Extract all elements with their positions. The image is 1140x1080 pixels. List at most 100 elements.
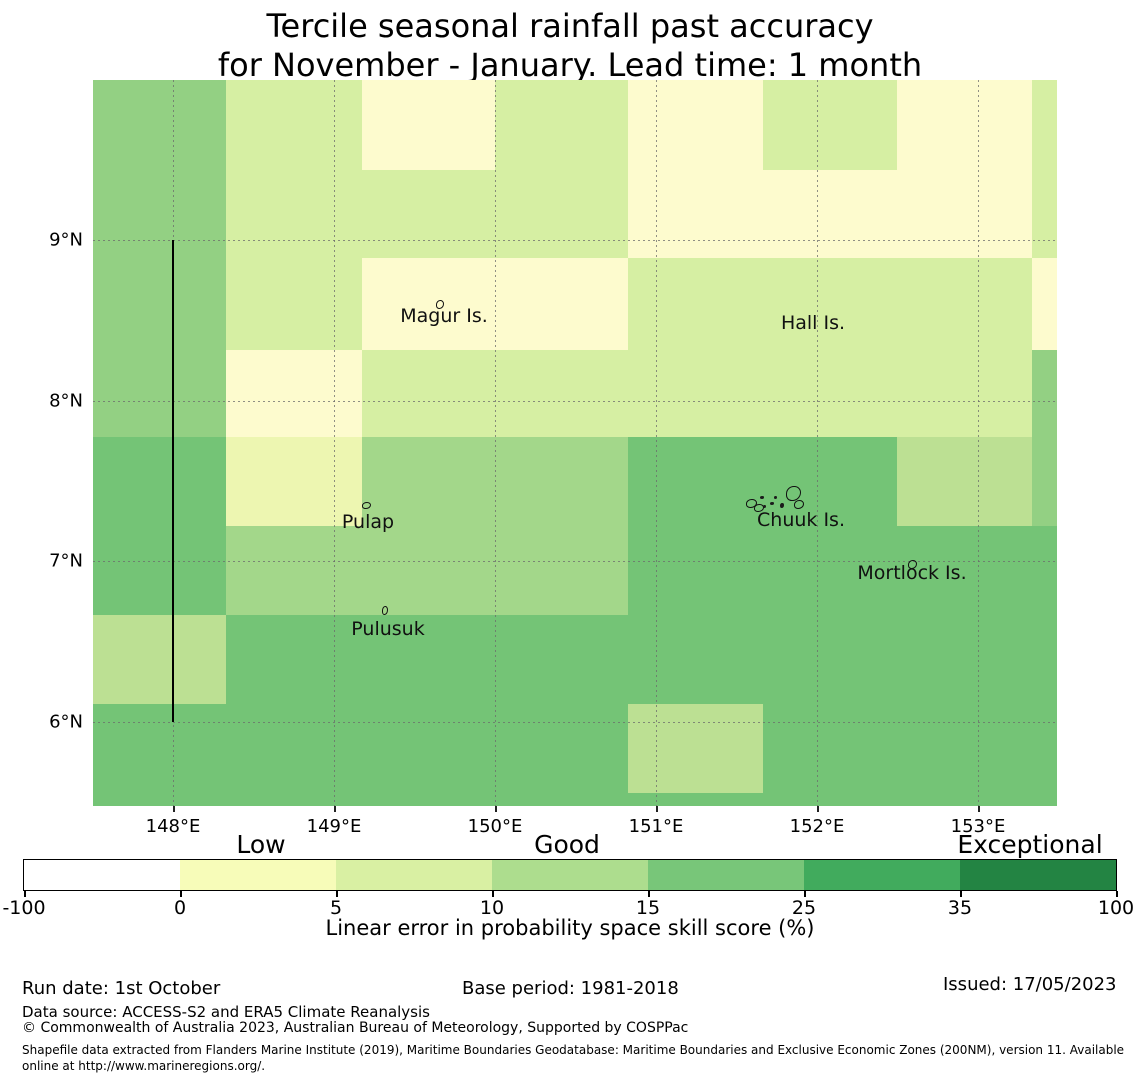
- issued-date-text: Issued: 17/05/2023: [943, 974, 1117, 995]
- grid-cell: [763, 437, 897, 526]
- grid-cell: [897, 350, 1032, 437]
- grid-cell: [226, 704, 362, 793]
- run-date-text: Run date: 1st October: [22, 978, 221, 999]
- shapefile-attribution-line1: Shapefile data extracted from Flanders M…: [22, 1043, 1125, 1057]
- colorbar-segment: [804, 860, 960, 890]
- colorbar-category-label: Low: [236, 830, 286, 859]
- island-shape: [763, 505, 766, 508]
- copyright-text: © Commonwealth of Australia 2023, Austra…: [22, 1020, 689, 1036]
- island-shape: [382, 606, 388, 615]
- grid-cell: [226, 350, 362, 437]
- colorbar-tick-label: 25: [791, 897, 817, 919]
- longitude-gridline: [978, 80, 979, 806]
- grid-cell: [362, 526, 495, 615]
- grid-cell: [226, 170, 362, 258]
- x-axis-tick-label: 149°E: [306, 816, 362, 837]
- grid-cell: [1032, 437, 1057, 526]
- x-axis-tick: [817, 806, 819, 812]
- colorbar-tick-label: 100: [1097, 897, 1135, 919]
- island-shape: [794, 500, 804, 509]
- grid-cell: [495, 793, 628, 806]
- grid-cell: [226, 80, 362, 170]
- longitude-gridline: [495, 80, 496, 806]
- island-label: Pulap: [341, 511, 395, 533]
- grid-cell: [628, 704, 763, 793]
- x-axis-tick: [495, 806, 497, 812]
- data-source-text: Data source: ACCESS-S2 and ERA5 Climate …: [22, 1003, 430, 1021]
- grid-cell: [897, 793, 1032, 806]
- island-shape: [754, 504, 764, 512]
- island-shape: [362, 502, 371, 509]
- grid-cell: [362, 80, 495, 170]
- grid-cell: [628, 526, 763, 615]
- colorbar-segment: [648, 860, 804, 890]
- grid-cell: [763, 793, 897, 806]
- grid-cell: [226, 615, 362, 704]
- island-shape: [746, 499, 757, 508]
- grid-cell: [628, 350, 763, 437]
- colorbar: [23, 859, 1117, 891]
- x-axis-tick-label: 150°E: [467, 816, 523, 837]
- base-period-text: Base period: 1981-2018: [462, 978, 679, 999]
- grid-cell: [897, 615, 1032, 704]
- colorbar-tick-label: 10: [479, 897, 505, 919]
- colorbar-tick-label: 35: [947, 897, 973, 919]
- latitude-gridline: [93, 240, 1057, 241]
- grid-cell: [1032, 170, 1057, 258]
- longitude-gridline: [656, 80, 657, 806]
- latitude-gridline: [93, 561, 1057, 562]
- longitude-gridline: [817, 80, 818, 806]
- grid-cell: [93, 170, 226, 258]
- grid-cell: [93, 526, 226, 615]
- grid-cell: [628, 437, 763, 526]
- grid-cell: [93, 80, 226, 170]
- grid-cell: [897, 437, 1032, 526]
- chart-title-line2: for November - January. Lead time: 1 mon…: [217, 46, 923, 84]
- colorbar-tick-label: 5: [329, 897, 343, 919]
- grid-cell: [763, 350, 897, 437]
- grid-cell: [897, 80, 1032, 170]
- shapefile-attribution-line2: online at http://www.marineregions.org/.: [22, 1059, 266, 1073]
- colorbar-tick: [960, 891, 962, 897]
- island-label: Mortlock Is.: [857, 562, 967, 584]
- x-axis-tick-label: 148°E: [145, 816, 201, 837]
- grid-cell: [93, 704, 226, 793]
- colorbar-tick-label: 15: [635, 897, 661, 919]
- grid-cell: [362, 350, 495, 437]
- grid-cell: [93, 437, 226, 526]
- grid-cell: [897, 258, 1032, 350]
- colorbar-tick: [24, 891, 26, 897]
- grid-cell: [226, 793, 362, 806]
- x-axis-tick: [334, 806, 336, 812]
- meridian-line-148e: [172, 240, 174, 722]
- y-axis-tick-label: 9°N: [49, 229, 83, 251]
- grid-cell: [1032, 526, 1057, 615]
- colorbar-tick: [804, 891, 806, 897]
- colorbar-segment: [960, 860, 1116, 890]
- x-axis-tick: [173, 806, 175, 812]
- grid-cell: [495, 170, 628, 258]
- grid-cell: [362, 615, 495, 704]
- grid-cell: [495, 437, 628, 526]
- y-axis-tick-label: 6°N: [49, 711, 83, 733]
- island-shape: [760, 496, 764, 499]
- x-axis-tick: [978, 806, 980, 812]
- grid-cell: [763, 526, 897, 615]
- island-label: Magur Is.: [400, 305, 488, 327]
- grid-cell: [495, 350, 628, 437]
- colorbar-tick: [180, 891, 182, 897]
- island-label: Hall Is.: [780, 312, 846, 334]
- x-axis-tick-label: 151°E: [628, 816, 684, 837]
- latitude-gridline: [93, 401, 1057, 402]
- colorbar-tick-label: -100: [2, 897, 46, 919]
- x-axis-tick-label: 152°E: [789, 816, 845, 837]
- grid-cell: [897, 170, 1032, 258]
- longitude-gridline: [173, 80, 174, 806]
- grid-cell: [226, 526, 362, 615]
- island-label: Chuuk Is.: [757, 509, 845, 531]
- colorbar-category-label: Good: [534, 830, 600, 859]
- colorbar-tick: [336, 891, 338, 897]
- longitude-gridline: [334, 80, 335, 806]
- grid-cell: [495, 704, 628, 793]
